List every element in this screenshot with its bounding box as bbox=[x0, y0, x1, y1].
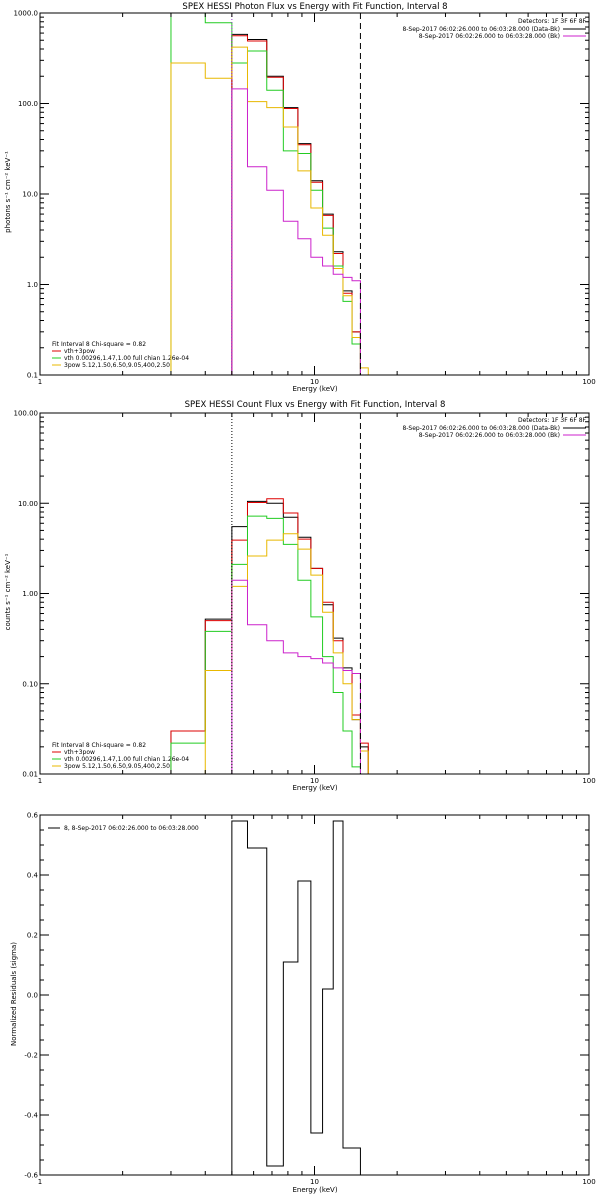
photon-flux-series-3-line bbox=[170, 46, 369, 375]
count-flux-fit-header: Fit Interval 8 Chi-square = 0.82 bbox=[52, 742, 146, 749]
photon-flux-ytick-label: 100.0 bbox=[18, 100, 38, 108]
residuals-ytick-label: 0.6 bbox=[27, 812, 39, 820]
count-flux-series-2-line bbox=[170, 515, 361, 774]
count-flux-legend-3pow-label: 3pow 5.12,1.50,6.50,9.05,400,2.50 bbox=[64, 763, 170, 770]
count-flux-title: SPEX HESSI Count Flux vs Energy with Fit… bbox=[185, 400, 446, 410]
photon-flux-plot-area bbox=[170, 13, 369, 375]
residuals-ytick-label: 0.0 bbox=[27, 992, 38, 1000]
photon-flux-series-4-line bbox=[231, 88, 361, 375]
photon-flux-xlabel: Energy (keV) bbox=[292, 385, 337, 393]
photon-flux-ytick-label: 1000.0 bbox=[14, 10, 39, 18]
photon-flux-ylabel: photons s⁻¹ cm⁻² keV⁻¹ bbox=[4, 151, 12, 233]
photon-flux-xtick-label: 100 bbox=[582, 378, 595, 386]
photon-flux-xtick-label: 10 bbox=[310, 378, 319, 386]
count-flux-ylabel: counts s⁻¹ cm⁻² keV⁻¹ bbox=[4, 553, 12, 630]
residuals-ytick-label: -0.2 bbox=[24, 1052, 38, 1060]
photon-flux-xtick-label: 1 bbox=[38, 378, 42, 386]
residuals-ytick-label: 0.4 bbox=[27, 872, 39, 880]
residuals-residual-line bbox=[231, 820, 361, 1175]
photon-flux-ytick-label: 0.1 bbox=[27, 372, 38, 380]
count-flux-legend-bk-label: 8-Sep-2017 06:02:26.000 to 06:03:28.000 … bbox=[419, 432, 560, 439]
count-flux-xtick-label: 10 bbox=[310, 777, 319, 785]
residuals-xtick-label: 10 bbox=[310, 1178, 319, 1186]
count-flux-detectors: Detectors: 1F 3F 6F 8F bbox=[518, 417, 587, 424]
count-flux-legend-vth-label: vth 0.00296,1.47,1.00 full chian 1.26e-0… bbox=[64, 756, 189, 763]
photon-flux-legend-data-bk-label: 8-Sep-2017 06:02:26.000 to 06:03:28.000 … bbox=[402, 26, 560, 33]
photon-flux-frame bbox=[39, 12, 590, 376]
count-flux-plot-area bbox=[170, 413, 377, 774]
photon-flux-ytick-label: 1.0 bbox=[27, 281, 38, 289]
residuals-xlabel: Energy (keV) bbox=[292, 1186, 337, 1194]
count-flux-ytick-label: 10.00 bbox=[18, 500, 38, 508]
photon-flux-detectors: Detectors: 1F 3F 6F 8F bbox=[518, 18, 587, 25]
residuals-panel: Energy (keV) Normalized Residuals (sigma… bbox=[10, 812, 596, 1195]
photon-flux-ytick-label: 10.0 bbox=[22, 191, 38, 199]
count-flux-ytick-label: 1.00 bbox=[22, 590, 38, 598]
photon-flux-series-2-line bbox=[170, 13, 361, 375]
count-flux-xtick-label: 100 bbox=[582, 777, 595, 785]
photon-flux-legend-3pow-label: 3pow 5.12,1.50,6.50,9.05,400,2.50 bbox=[64, 362, 170, 369]
residuals-frame bbox=[39, 814, 590, 1176]
residuals-ytick-label: -0.6 bbox=[24, 1172, 38, 1180]
residuals-ytick-label: -0.4 bbox=[24, 1112, 38, 1120]
residuals-xtick-label: 1 bbox=[38, 1178, 42, 1186]
photon-flux-series-1-line bbox=[231, 35, 361, 375]
count-flux-series-0-line bbox=[170, 500, 369, 774]
count-flux-xlabel: Energy (keV) bbox=[292, 784, 337, 792]
photon-flux-series-0-line bbox=[231, 33, 361, 375]
photon-flux-legend-vth-label: vth 0.00296,1.47,1.00 full chian 1.26e-0… bbox=[64, 355, 189, 362]
count-flux-legend-data-bk-label: 8-Sep-2017 06:02:26.000 to 06:03:28.000 … bbox=[402, 425, 560, 432]
count-flux-panel: SPEX HESSI Count Flux vs Energy with Fit… bbox=[4, 400, 596, 792]
count-flux-xtick-label: 1 bbox=[38, 777, 42, 785]
photon-flux-legend-vth3pow-label: vth+3pow bbox=[64, 348, 95, 355]
count-flux-legend-vth3pow-label: vth+3pow bbox=[64, 749, 95, 756]
residuals-plot-area bbox=[231, 820, 361, 1175]
count-flux-ytick-label: 100.00 bbox=[14, 410, 39, 418]
photon-flux-panel: SPEX HESSI Photon Flux vs Energy with Fi… bbox=[4, 2, 596, 393]
residuals-ylabel: Normalized Residuals (sigma) bbox=[10, 942, 18, 1046]
photon-flux-fit-header: Fit Interval 8 Chi-square = 0.82 bbox=[52, 341, 146, 348]
count-flux-frame bbox=[39, 412, 590, 775]
residuals-legend-label: 8, 8-Sep-2017 06:02:26.000 to 06:03:28.0… bbox=[64, 825, 199, 832]
residuals-ytick-label: 0.2 bbox=[27, 932, 38, 940]
count-flux-series-4-line bbox=[231, 579, 361, 774]
residuals-xtick-label: 100 bbox=[582, 1178, 595, 1186]
count-flux-ytick-label: 0.01 bbox=[22, 771, 38, 779]
photon-flux-title: SPEX HESSI Photon Flux vs Energy with Fi… bbox=[182, 2, 447, 12]
photon-flux-legend-bk-label: 8-Sep-2017 06:02:26.000 to 06:03:28.000 … bbox=[419, 33, 560, 40]
count-flux-series-3-line bbox=[204, 533, 377, 774]
count-flux-ytick-label: 0.10 bbox=[22, 680, 38, 688]
